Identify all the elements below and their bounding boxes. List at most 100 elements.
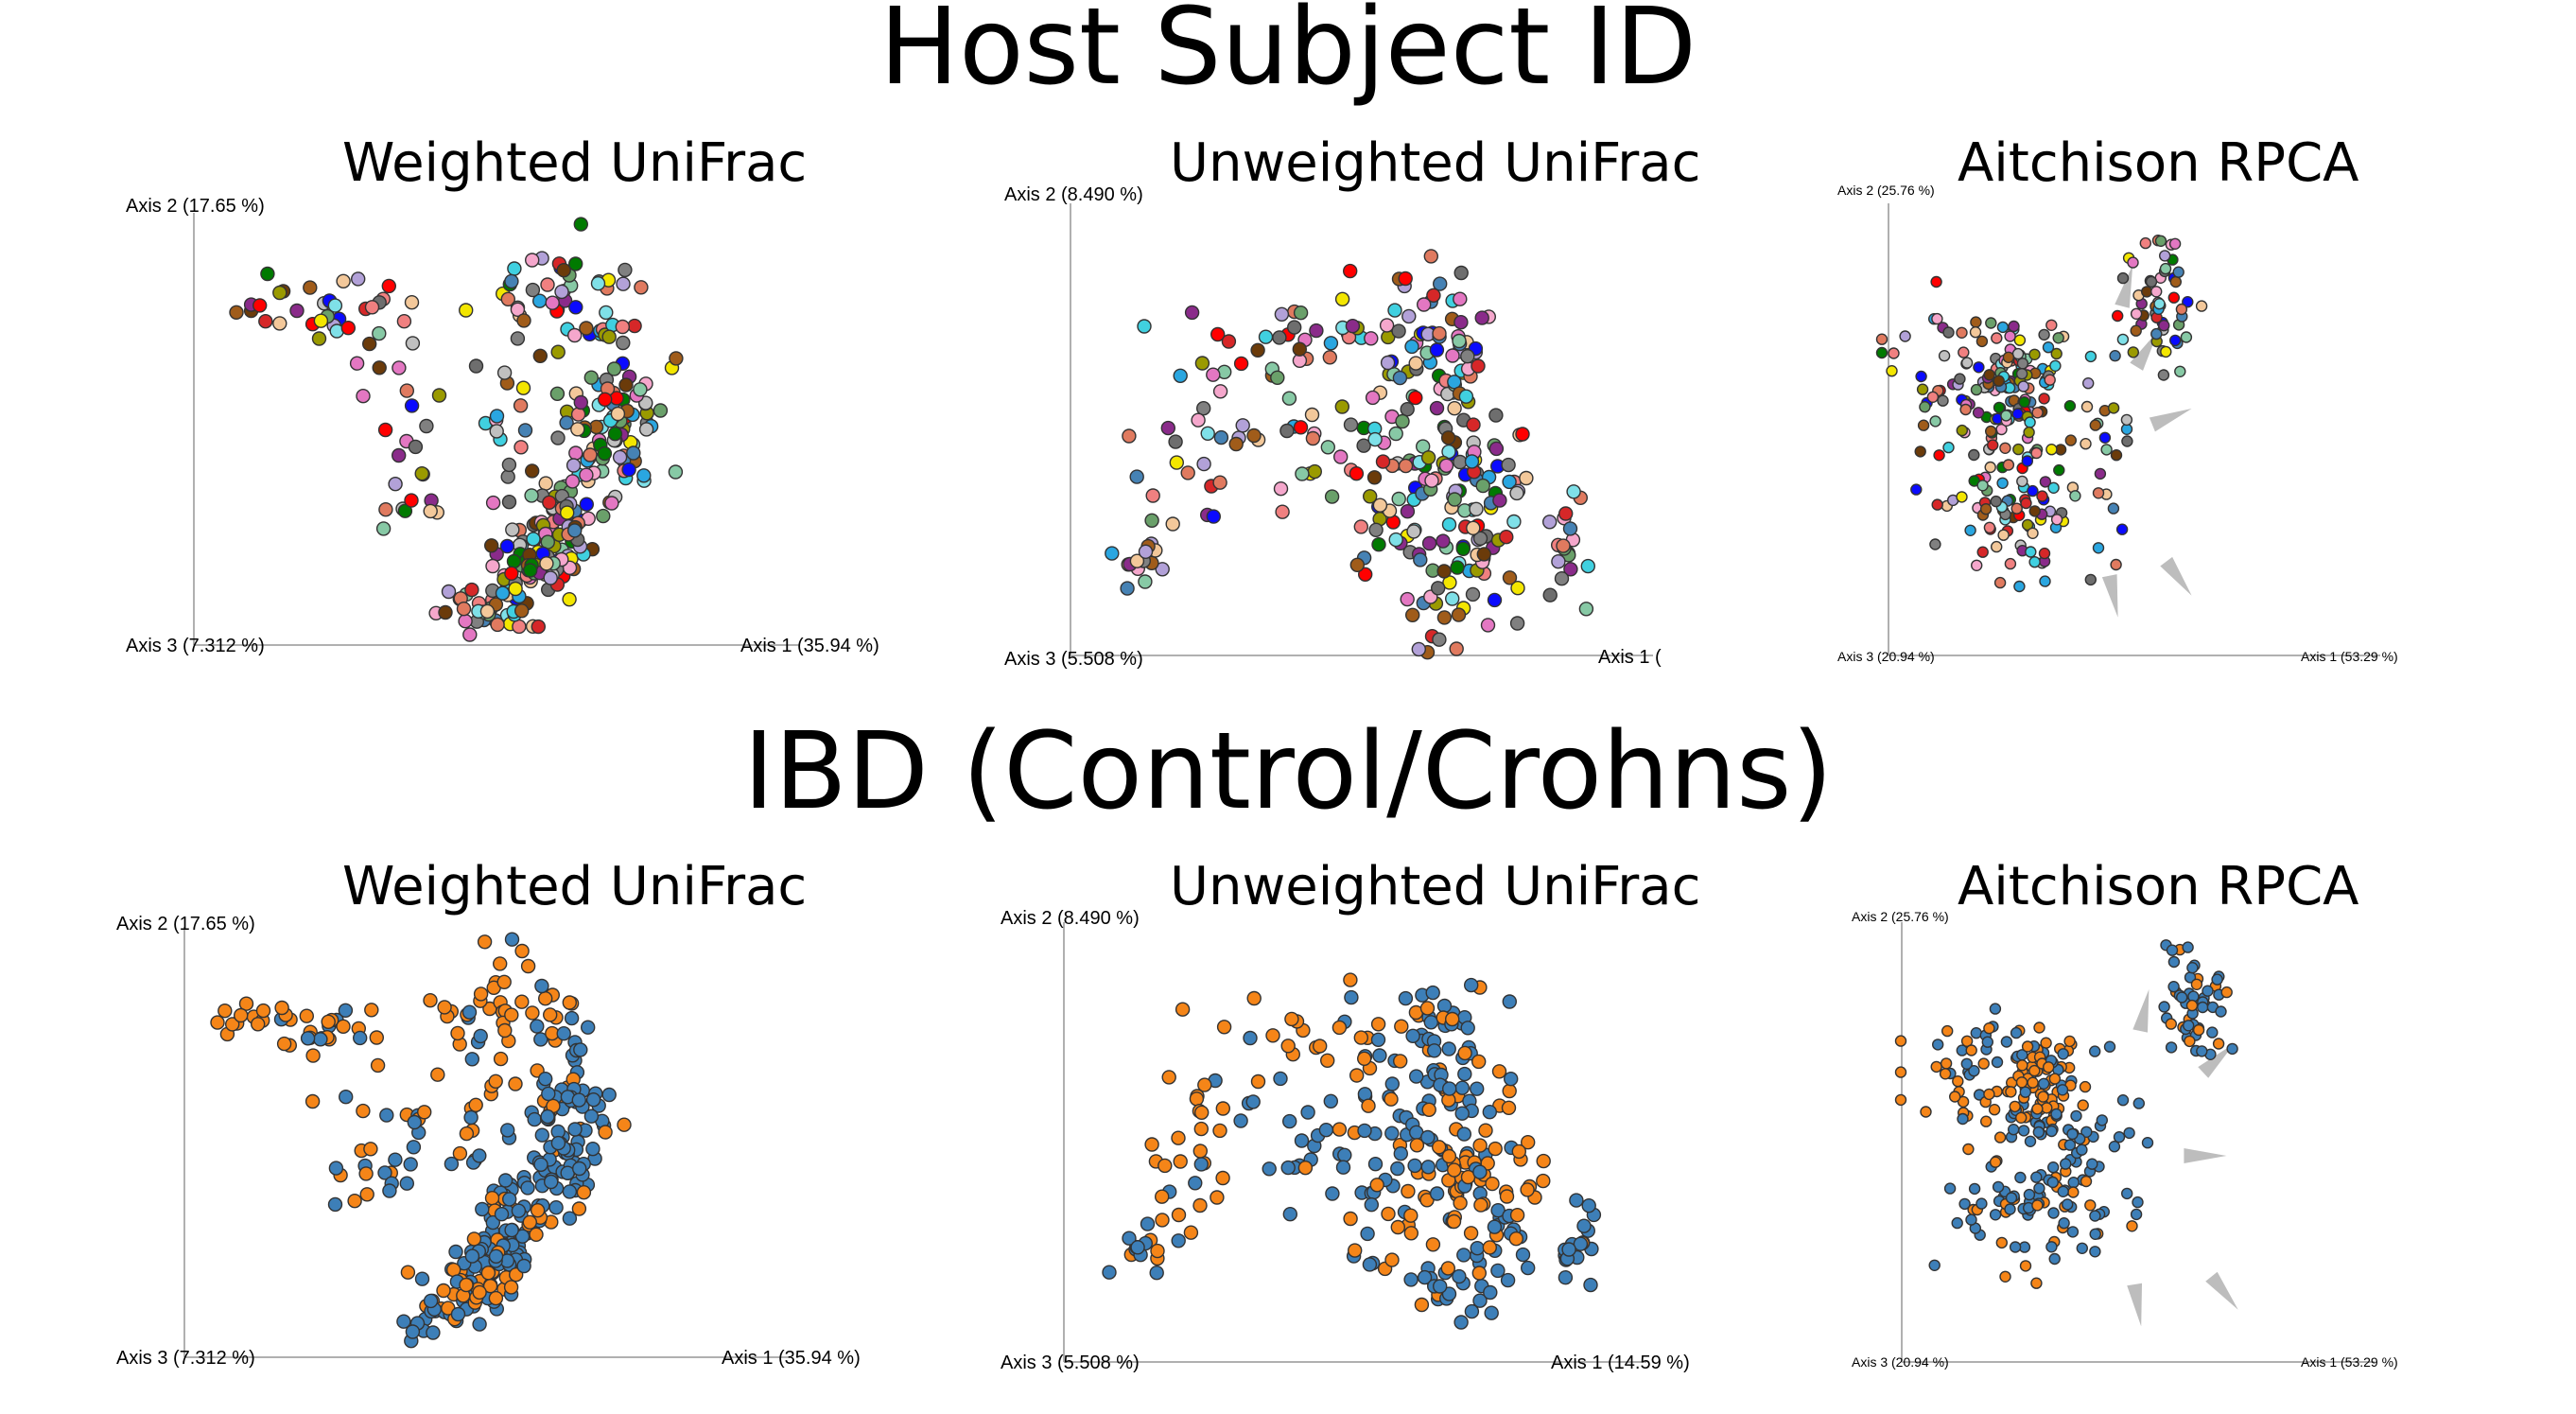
scatter-plot[interactable]: Axis 2 (8.490 %) Axis 3 (5.508 %) Axis 1… <box>998 184 1662 670</box>
sample-point[interactable] <box>1926 391 1940 404</box>
sample-point[interactable] <box>503 1280 519 1295</box>
sample-point[interactable] <box>2048 1073 2062 1085</box>
sample-point[interactable] <box>1401 308 1417 324</box>
sample-point[interactable] <box>2130 324 2142 337</box>
sample-point[interactable] <box>1417 1269 1433 1285</box>
sample-point[interactable] <box>2215 1005 2227 1018</box>
sample-point[interactable] <box>1280 1160 1296 1176</box>
sample-point[interactable] <box>510 331 526 346</box>
sample-point[interactable] <box>1215 1170 1230 1186</box>
sample-point[interactable] <box>2056 1084 2069 1096</box>
sample-point[interactable] <box>1292 341 1307 357</box>
sample-point[interactable] <box>369 1030 384 1045</box>
sample-point[interactable] <box>556 1025 571 1041</box>
sample-point[interactable] <box>430 1067 445 1082</box>
sample-point[interactable] <box>1506 514 1522 530</box>
sample-point[interactable] <box>2175 303 2188 316</box>
sample-point[interactable] <box>1510 581 1525 596</box>
sample-point[interactable] <box>2132 1097 2145 1109</box>
sample-point[interactable] <box>1384 1091 1399 1107</box>
sample-point[interactable] <box>448 1244 463 1260</box>
sample-point[interactable] <box>1991 1056 2004 1069</box>
sample-point[interactable] <box>1192 1197 1208 1213</box>
sample-point[interactable] <box>2107 502 2120 515</box>
sample-point[interactable] <box>590 275 606 291</box>
sample-point[interactable] <box>1368 522 1384 537</box>
sample-point[interactable] <box>1968 1064 1980 1077</box>
sample-point[interactable] <box>2089 1228 2101 1240</box>
sample-point[interactable] <box>1508 1231 1523 1247</box>
sample-point[interactable] <box>1981 1036 1994 1048</box>
sample-point[interactable] <box>2047 481 2060 494</box>
sample-point[interactable] <box>1962 1143 1975 1156</box>
sample-point[interactable] <box>484 538 499 553</box>
sample-point[interactable] <box>327 298 343 313</box>
sample-point[interactable] <box>472 1284 487 1301</box>
sample-point[interactable] <box>573 394 588 410</box>
sample-point[interactable] <box>1466 520 1481 535</box>
sample-point[interactable] <box>1485 1176 1500 1192</box>
sample-point[interactable] <box>356 1103 371 1119</box>
sample-point[interactable] <box>1917 419 1930 431</box>
sample-point[interactable] <box>1105 546 1120 561</box>
sample-point[interactable] <box>579 467 594 482</box>
sample-point[interactable] <box>1215 1101 1231 1116</box>
sample-point[interactable] <box>485 1214 500 1231</box>
sample-point[interactable] <box>1281 391 1297 406</box>
sample-point[interactable] <box>1445 1011 1460 1027</box>
sample-point[interactable] <box>1939 1068 1952 1080</box>
sample-point[interactable] <box>1195 400 1211 416</box>
sample-point[interactable] <box>338 1003 354 1019</box>
sample-point[interactable] <box>2027 527 2039 539</box>
sample-point[interactable] <box>1343 1211 1358 1227</box>
sample-point[interactable] <box>1349 1068 1365 1083</box>
sample-point[interactable] <box>1972 407 1985 419</box>
sample-point[interactable] <box>419 418 434 434</box>
sample-point[interactable] <box>2096 1114 2108 1126</box>
sample-point[interactable] <box>381 278 396 294</box>
sample-point[interactable] <box>1388 532 1403 548</box>
sample-point[interactable] <box>497 1022 513 1039</box>
sample-point[interactable] <box>513 398 529 413</box>
sample-point[interactable] <box>2014 1111 2028 1125</box>
sample-point[interactable] <box>1372 498 1388 513</box>
sample-point[interactable] <box>372 360 387 375</box>
sample-point[interactable] <box>1454 1106 1470 1121</box>
sample-point[interactable] <box>493 956 508 971</box>
sample-point[interactable] <box>1250 1074 1266 1090</box>
sample-point[interactable] <box>1965 1044 1977 1056</box>
sample-point[interactable] <box>1171 1207 1187 1223</box>
sample-point[interactable] <box>2116 333 2130 346</box>
sample-point[interactable] <box>615 319 630 335</box>
sample-point[interactable] <box>2159 262 2172 275</box>
sample-point[interactable] <box>459 1277 474 1293</box>
sample-point[interactable] <box>525 253 540 268</box>
sample-point[interactable] <box>1979 1115 1993 1127</box>
sample-point[interactable] <box>1184 305 1200 321</box>
sample-point[interactable] <box>349 356 365 371</box>
sample-point[interactable] <box>1406 524 1421 539</box>
sample-point[interactable] <box>1380 355 1396 371</box>
sample-point[interactable] <box>2057 1185 2069 1197</box>
sample-point[interactable] <box>2012 443 2025 456</box>
sample-point[interactable] <box>597 445 613 462</box>
sample-point[interactable] <box>1325 1186 1340 1201</box>
sample-point[interactable] <box>313 1032 328 1047</box>
sample-point[interactable] <box>2084 573 2097 586</box>
sample-point[interactable] <box>1335 1160 1351 1175</box>
sample-point[interactable] <box>1295 466 1310 481</box>
sample-point[interactable] <box>461 1004 478 1020</box>
sample-point[interactable] <box>1401 1183 1416 1199</box>
sample-point[interactable] <box>1282 1113 1297 1129</box>
sample-point[interactable] <box>1937 394 1949 407</box>
sample-point[interactable] <box>500 469 515 484</box>
sample-point[interactable] <box>2182 295 2194 308</box>
sample-point[interactable] <box>2220 986 2233 999</box>
sample-point[interactable] <box>1309 323 1324 339</box>
sample-point[interactable] <box>2196 1045 2208 1057</box>
sample-point[interactable] <box>1488 1141 1503 1157</box>
sample-point[interactable] <box>353 1030 368 1046</box>
sample-point[interactable] <box>515 380 531 395</box>
sample-point[interactable] <box>1200 426 1215 442</box>
sample-point[interactable] <box>1983 521 1996 533</box>
